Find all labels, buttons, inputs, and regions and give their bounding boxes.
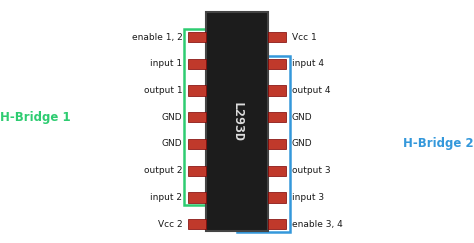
Bar [237, 56, 290, 232]
Bar [188, 112, 206, 122]
Bar [268, 165, 286, 176]
Text: GND: GND [292, 139, 312, 148]
Bar [184, 29, 237, 205]
Bar [188, 32, 206, 42]
Text: output 4: output 4 [292, 86, 330, 95]
Bar [268, 219, 286, 229]
Bar [188, 165, 206, 176]
Bar [268, 112, 286, 122]
Bar [188, 85, 206, 95]
Text: GND: GND [162, 139, 182, 148]
Text: output 1: output 1 [144, 86, 182, 95]
Bar [268, 85, 286, 95]
Text: output 2: output 2 [144, 166, 182, 175]
Bar [268, 59, 286, 69]
Text: Vcc 1: Vcc 1 [292, 33, 316, 42]
Bar [188, 219, 206, 229]
Text: input 1: input 1 [150, 59, 182, 68]
Bar [188, 59, 206, 69]
Text: input 3: input 3 [292, 193, 324, 202]
Text: enable 1, 2: enable 1, 2 [132, 33, 182, 42]
Text: H-Bridge 1: H-Bridge 1 [0, 111, 71, 124]
Bar [188, 192, 206, 202]
Text: GND: GND [292, 113, 312, 122]
Text: L293D: L293D [230, 102, 244, 141]
Bar [268, 139, 286, 149]
Text: H-Bridge 2: H-Bridge 2 [403, 138, 474, 150]
Text: enable 3, 4: enable 3, 4 [292, 220, 342, 229]
Text: output 3: output 3 [292, 166, 330, 175]
Text: input 2: input 2 [150, 193, 182, 202]
Text: Vcc 2: Vcc 2 [158, 220, 182, 229]
Bar [188, 139, 206, 149]
Text: GND: GND [162, 113, 182, 122]
Bar [206, 12, 268, 231]
Text: input 4: input 4 [292, 59, 324, 68]
Bar [268, 32, 286, 42]
Bar [268, 192, 286, 202]
